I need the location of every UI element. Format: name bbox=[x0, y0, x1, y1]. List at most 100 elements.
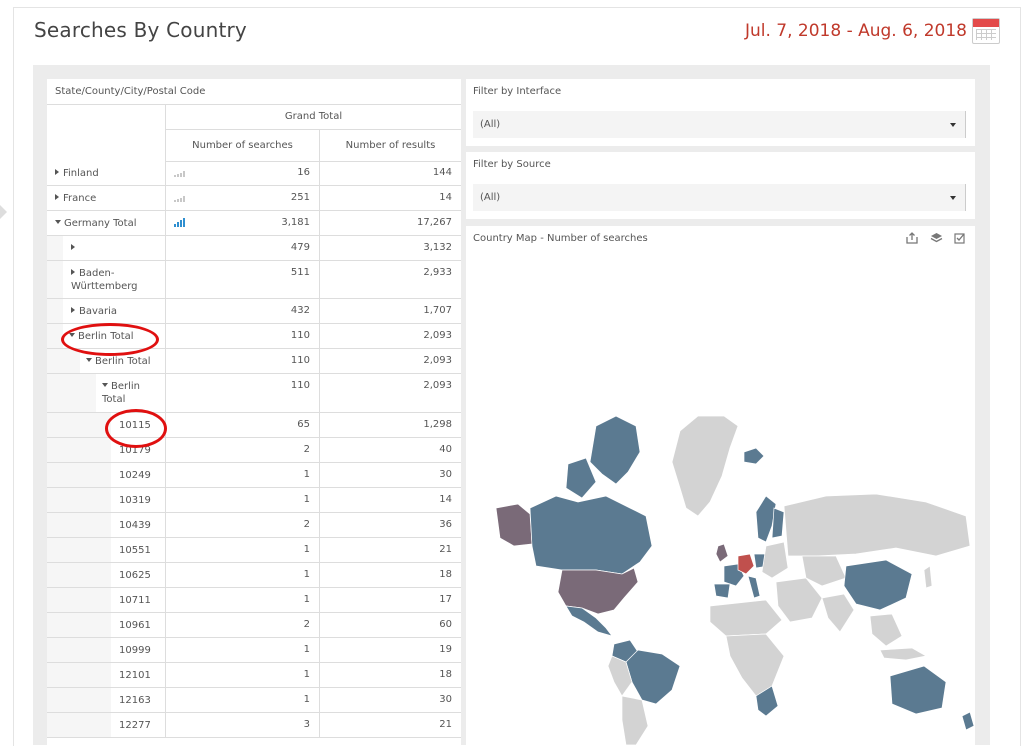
cell-searches: 1 bbox=[166, 688, 320, 712]
pivot-row-label-cell[interactable]: 10551 bbox=[111, 538, 166, 562]
searches-value: 251 bbox=[290, 192, 310, 203]
pivot-row[interactable]: 10961 2 60 bbox=[47, 613, 461, 638]
pivot-row-label-cell[interactable]: Finland bbox=[47, 161, 166, 185]
pivot-row[interactable]: 10179 2 40 bbox=[47, 438, 461, 463]
pivot-row-label-cell[interactable]: 10711 bbox=[111, 588, 166, 612]
col-header-searches[interactable]: Number of searches bbox=[166, 130, 320, 162]
pivot-row-label-cell[interactable]: Berlin Total bbox=[96, 374, 166, 412]
results-value: 17 bbox=[439, 594, 452, 605]
pivot-row[interactable]: 12277 3 21 bbox=[47, 713, 461, 738]
results-value: 18 bbox=[439, 669, 452, 680]
filter-source-select[interactable]: (All) bbox=[473, 184, 966, 211]
pivot-row-label-cell[interactable] bbox=[63, 236, 166, 260]
country-map-panel: Country Map - Number of searches bbox=[466, 226, 975, 745]
checkbox-icon[interactable] bbox=[954, 232, 966, 244]
pivot-row[interactable]: 10115 65 1,298 bbox=[47, 413, 461, 438]
indent-band bbox=[47, 638, 112, 662]
cell-results: 60 bbox=[320, 613, 461, 637]
searches-value: 3 bbox=[303, 719, 310, 730]
pivot-row[interactable]: Finland 16 144 bbox=[47, 161, 461, 186]
pivot-row[interactable]: 10249 1 30 bbox=[47, 463, 461, 488]
pivot-row-label-cell[interactable]: 10115 bbox=[111, 413, 166, 437]
results-value: 30 bbox=[439, 469, 452, 480]
pivot-row-label-cell[interactable]: Berlin Total bbox=[63, 324, 166, 348]
expand-icon[interactable] bbox=[71, 244, 75, 250]
pivot-row[interactable]: 10319 1 14 bbox=[47, 488, 461, 513]
layers-icon[interactable] bbox=[930, 232, 943, 244]
filter-interface-label: Filter by Interface bbox=[473, 86, 562, 97]
pivot-row-label-cell[interactable]: 12163 bbox=[111, 688, 166, 712]
cell-results: 18 bbox=[320, 663, 461, 687]
collapse-icon[interactable] bbox=[69, 333, 75, 337]
expand-icon[interactable] bbox=[55, 169, 59, 175]
date-range[interactable]: Jul. 7, 2018 - Aug. 6, 2018 bbox=[744, 21, 967, 41]
cell-results: 36 bbox=[320, 513, 461, 537]
pivot-row[interactable]: France 251 14 bbox=[47, 186, 461, 211]
pivot-row-label-cell[interactable]: 10319 bbox=[111, 488, 166, 512]
export-icon[interactable] bbox=[905, 232, 918, 244]
pivot-row[interactable]: Germany Total 3,181 17,267 bbox=[47, 211, 461, 236]
pivot-row[interactable]: 12163 1 30 bbox=[47, 688, 461, 713]
pivot-row-label-cell[interactable]: Germany Total bbox=[47, 211, 166, 235]
indent-band bbox=[47, 324, 64, 348]
searches-value: 2 bbox=[303, 444, 310, 455]
pivot-row[interactable]: 10551 1 21 bbox=[47, 538, 461, 563]
pivot-row-label-cell[interactable]: 12101 bbox=[111, 663, 166, 687]
searches-value: 16 bbox=[297, 167, 310, 178]
pivot-row-label: Germany Total bbox=[64, 218, 137, 229]
pivot-row-label-cell[interactable]: 10625 bbox=[111, 563, 166, 587]
pivot-row-label-cell[interactable]: 10999 bbox=[111, 638, 166, 662]
world-map[interactable] bbox=[466, 226, 975, 745]
expand-icon[interactable] bbox=[55, 194, 59, 200]
pivot-row-label: 10115 bbox=[119, 420, 151, 431]
pivot-row[interactable]: 10999 1 19 bbox=[47, 638, 461, 663]
pivot-row[interactable]: Berlin Total 110 2,093 bbox=[47, 349, 461, 374]
searches-value: 1 bbox=[303, 569, 310, 580]
pivot-row[interactable]: Bavaria 432 1,707 bbox=[47, 299, 461, 324]
pivot-row-label-cell[interactable]: 12277 bbox=[111, 713, 166, 737]
pivot-row-label-cell[interactable]: Bavaria bbox=[63, 299, 166, 323]
pivot-row[interactable]: Berlin Total 110 2,093 bbox=[47, 324, 461, 349]
results-value: 17,267 bbox=[417, 217, 452, 228]
side-toggle-arrow[interactable] bbox=[0, 205, 7, 219]
pivot-row-label-cell[interactable]: 10249 bbox=[111, 463, 166, 487]
filter-interface-select[interactable]: (All) bbox=[473, 111, 966, 138]
expand-icon[interactable] bbox=[71, 307, 75, 313]
searches-value: 511 bbox=[290, 267, 310, 278]
expand-icon[interactable] bbox=[71, 269, 75, 275]
pivot-row[interactable]: Berlin Total 110 2,093 bbox=[47, 374, 461, 413]
pivot-row-label: Berlin Total bbox=[95, 356, 151, 367]
pivot-row[interactable]: 10625 1 18 bbox=[47, 563, 461, 588]
pivot-row-label: 10961 bbox=[119, 620, 151, 631]
pivot-row-label-cell[interactable]: 10961 bbox=[111, 613, 166, 637]
cell-results: 2,093 bbox=[320, 324, 461, 348]
pivot-row-label-cell[interactable]: Berlin Total bbox=[80, 349, 166, 373]
pivot-row[interactable]: 12101 1 18 bbox=[47, 663, 461, 688]
map-country-mexico bbox=[565, 605, 613, 637]
filter-source-panel: Filter by Source (All) bbox=[466, 152, 975, 219]
searches-value: 110 bbox=[290, 330, 310, 341]
pivot-row-label-cell[interactable]: 10179 bbox=[111, 438, 166, 462]
pivot-row[interactable]: 10439 2 36 bbox=[47, 513, 461, 538]
indent-band bbox=[47, 463, 112, 487]
pivot-row-label-cell[interactable]: 10439 bbox=[111, 513, 166, 537]
cell-results: 18 bbox=[320, 563, 461, 587]
pivot-row[interactable]: 479 3,132 bbox=[47, 236, 461, 261]
map-country-central-asia bbox=[801, 555, 847, 587]
calendar-icon[interactable] bbox=[972, 18, 1000, 44]
filter-interface-panel: Filter by Interface (All) bbox=[466, 79, 975, 146]
cell-searches: 2 bbox=[166, 438, 320, 462]
pivot-row-header[interactable]: State/County/City/Postal Code bbox=[47, 79, 461, 105]
pivot-row[interactable]: 10711 1 17 bbox=[47, 588, 461, 613]
results-value: 3,132 bbox=[423, 242, 452, 253]
collapse-icon[interactable] bbox=[86, 358, 92, 362]
collapse-icon[interactable] bbox=[102, 383, 108, 387]
cell-searches: 511 bbox=[166, 261, 320, 298]
pivot-row[interactable]: Baden-Württemberg 511 2,933 bbox=[47, 261, 461, 299]
collapse-icon[interactable] bbox=[55, 220, 61, 224]
col-header-results[interactable]: Number of results bbox=[320, 130, 461, 162]
pivot-row-label-cell[interactable]: France bbox=[47, 186, 166, 210]
pivot-row-label-cell[interactable]: Baden-Württemberg bbox=[63, 261, 166, 298]
pivot-grid: State/County/City/Postal Code Grand Tota… bbox=[47, 79, 461, 745]
cell-searches: 251 bbox=[166, 186, 320, 210]
